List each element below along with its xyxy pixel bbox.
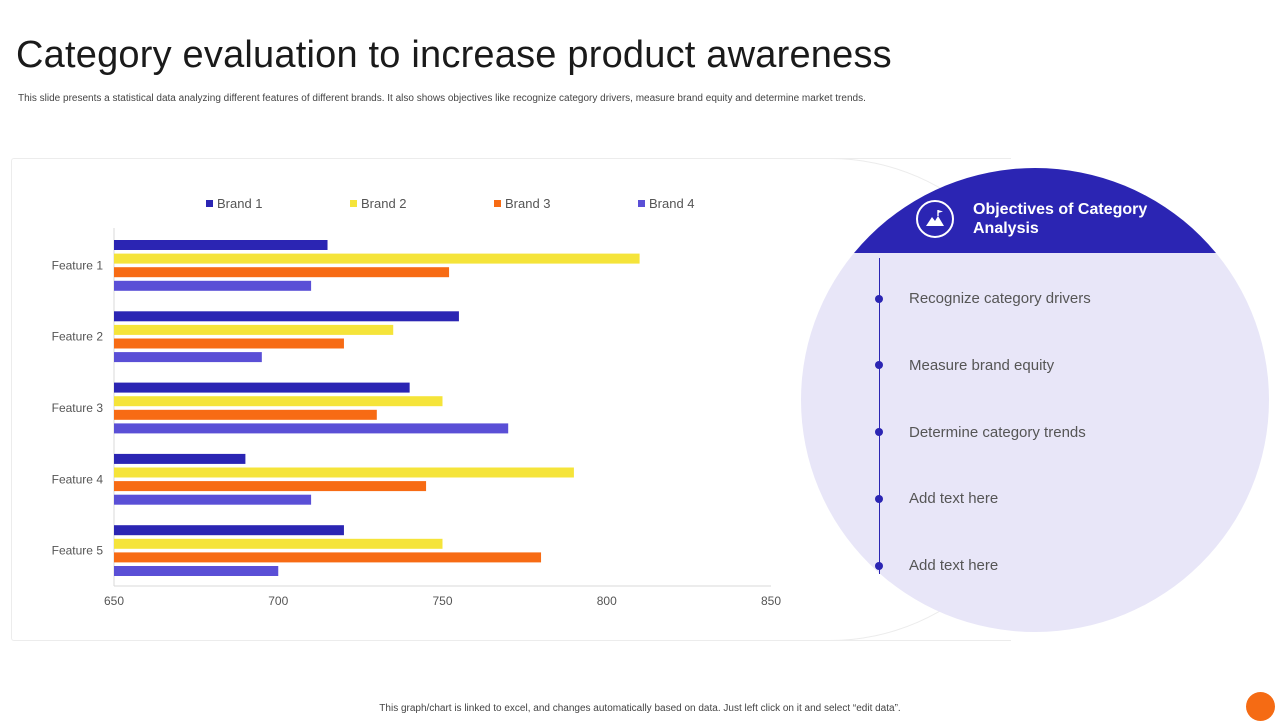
y-category-label: Feature 2 [52, 330, 104, 344]
bar-brand-3[interactable] [114, 409, 377, 420]
bar-brand-4[interactable] [114, 280, 312, 291]
bar-brand-2[interactable] [114, 324, 394, 335]
objective-text: Recognize category drivers [909, 290, 1091, 307]
objective-item: Measure brand equity [875, 357, 1054, 374]
bar-brand-1[interactable] [114, 311, 459, 322]
legend-swatch [638, 200, 645, 207]
bar-brand-2[interactable] [114, 253, 640, 264]
legend-label: Brand 4 [649, 196, 695, 211]
legend-item[interactable]: Brand 4 [638, 196, 695, 211]
y-category-label: Feature 4 [52, 472, 104, 486]
bar-brand-3[interactable] [114, 481, 427, 492]
objective-text: Add text here [909, 557, 999, 575]
legend-label: Brand 2 [361, 196, 407, 211]
footer-note: This graph/chart is linked to excel, and… [379, 703, 901, 714]
page-title: Category evaluation to increase product … [16, 34, 892, 76]
x-tick-label: 650 [104, 594, 124, 608]
x-tick-label: 750 [432, 594, 452, 608]
legend-label: Brand 1 [217, 196, 263, 211]
objective-item: Add text here [875, 490, 998, 507]
y-category-label: Feature 1 [52, 258, 104, 272]
objective-item: Determine category trends [875, 424, 1086, 441]
bar-brand-4[interactable] [114, 352, 262, 363]
legend-swatch [206, 200, 213, 207]
page-subtitle: This slide presents a statistical data a… [18, 93, 866, 104]
objectives-heading: Objectives of Category Analysis [973, 201, 1148, 237]
objective-text: Determine category trends [909, 423, 1086, 441]
bar-brand-2[interactable] [114, 467, 574, 478]
bar-brand-2[interactable] [114, 538, 443, 549]
objectives-header-band [801, 168, 1269, 253]
bar-brand-1[interactable] [114, 453, 246, 464]
bar-brand-1[interactable] [114, 525, 344, 536]
bar-brand-4[interactable] [114, 494, 312, 505]
mountain-flag-icon [916, 200, 954, 238]
bar-brand-3[interactable] [114, 552, 542, 563]
bar-brand-4[interactable] [114, 566, 279, 576]
bar-brand-2[interactable] [114, 396, 443, 407]
legend-label: Brand 3 [505, 196, 551, 211]
bar-brand-4[interactable] [114, 423, 509, 434]
legend-swatch [350, 200, 357, 207]
bullet-dot-icon [875, 561, 883, 570]
legend-item[interactable]: Brand 1 [206, 196, 263, 211]
brand-dot [1246, 692, 1275, 721]
objectives-timeline [879, 258, 880, 574]
objective-text: Measure brand equity [909, 356, 1055, 374]
objective-text: Add text here [909, 490, 999, 508]
objective-item: Add text here [875, 557, 998, 574]
x-tick-label: 800 [597, 594, 617, 608]
x-tick-label: 700 [268, 594, 288, 608]
bar-brand-3[interactable] [114, 338, 344, 349]
bullet-dot-icon [875, 361, 883, 370]
legend-item[interactable]: Brand 3 [494, 196, 551, 211]
y-category-label: Feature 3 [52, 401, 104, 415]
bullet-dot-icon [875, 294, 883, 303]
legend-item[interactable]: Brand 2 [350, 196, 407, 211]
objective-item: Recognize category drivers [875, 290, 1091, 307]
x-tick-label: 850 [761, 594, 781, 608]
bullet-dot-icon [875, 428, 883, 437]
bullet-dot-icon [875, 494, 883, 503]
bar-brand-3[interactable] [114, 267, 450, 278]
bar-brand-1[interactable] [114, 382, 410, 393]
y-category-label: Feature 5 [52, 544, 104, 558]
legend-swatch [494, 200, 501, 207]
bar-brand-1[interactable] [114, 240, 328, 250]
